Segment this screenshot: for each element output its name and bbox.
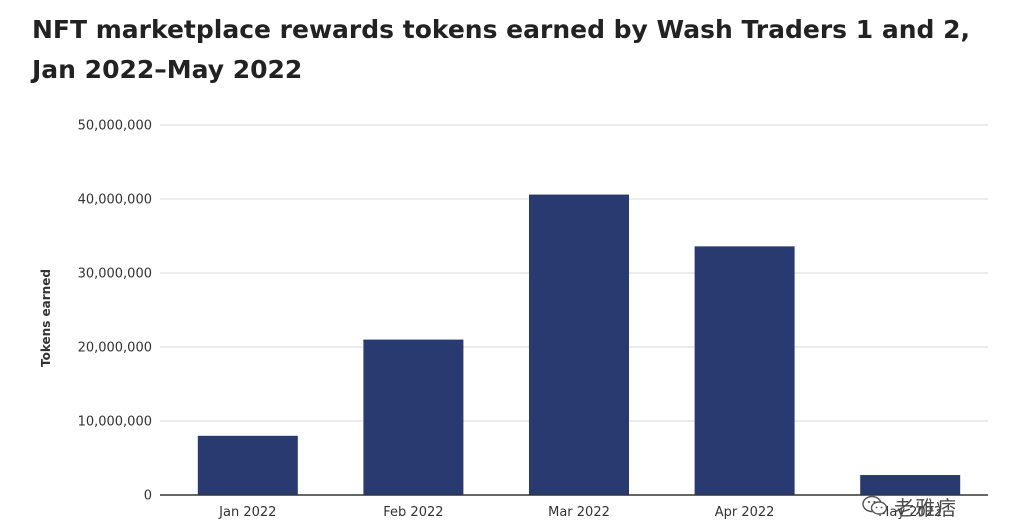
bar <box>860 475 961 495</box>
y-tick-label: 50,000,000 <box>78 119 152 134</box>
x-tick-label: Mar 2022 <box>548 505 610 520</box>
y-tick-label: 10,000,000 <box>78 415 152 430</box>
y-tick-label: 20,000,000 <box>78 341 152 356</box>
bar <box>197 435 298 495</box>
bar <box>694 246 795 495</box>
y-tick-label: 30,000,000 <box>78 267 152 282</box>
x-tick-label: May 2022 <box>878 505 942 520</box>
x-tick-label: Jan 2022 <box>218 505 276 520</box>
x-tick-label: Apr 2022 <box>715 505 775 520</box>
y-axis-label: Tokens earned <box>39 269 53 367</box>
bars <box>197 194 961 495</box>
bar <box>529 194 629 495</box>
y-tick-label: 40,000,000 <box>78 193 152 208</box>
x-tick-label: Feb 2022 <box>383 505 443 520</box>
watermark: 老雅痞 <box>862 492 1022 520</box>
x-axis-ticks: Jan 2022 Feb 2022 Mar 2022 Apr 2022 May 2022 <box>218 505 942 520</box>
watermark-text: 老雅痞 <box>894 495 957 520</box>
chart-title: NFT marketplace rewards tokens earned by… <box>32 15 971 84</box>
wechat-bubble-icon <box>862 495 888 515</box>
y-tick-label: 0 <box>144 489 152 504</box>
bar <box>363 339 464 495</box>
y-axis-ticks: 0 10,000,000 20,000,000 30,000,000 40,000,00… <box>78 119 152 504</box>
